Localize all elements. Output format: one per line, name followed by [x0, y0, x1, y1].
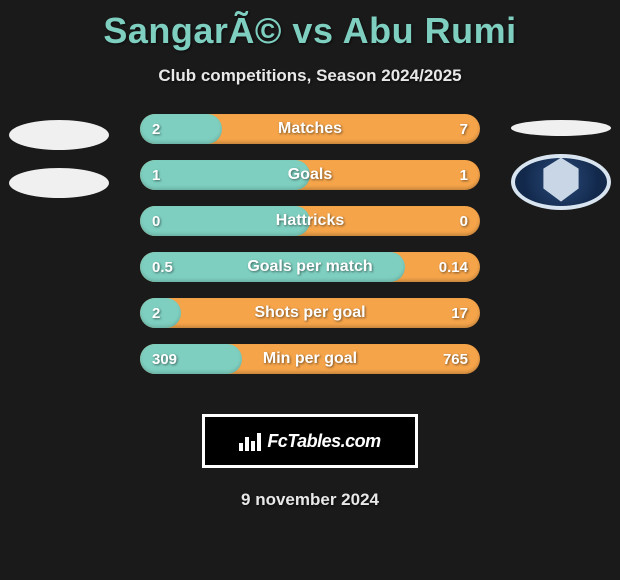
player-right-badges [506, 120, 616, 210]
stat-value-left: 1 [152, 167, 160, 184]
stat-value-left: 309 [152, 351, 177, 368]
stat-row: 2 Matches 7 [140, 114, 480, 144]
comparison-layout: 2 Matches 7 1 Goals 1 0 Hattricks 0 0.5 Goals per … [0, 114, 620, 394]
stat-value-right: 0 [460, 213, 468, 230]
stat-fill [140, 298, 181, 328]
placeholder-badge-icon [511, 120, 611, 136]
stat-value-right: 17 [451, 305, 468, 322]
stat-label: Goals per match [247, 258, 372, 276]
stat-label: Goals [288, 166, 332, 184]
stat-row: 0.5 Goals per match 0.14 [140, 252, 480, 282]
stat-value-left: 0 [152, 213, 160, 230]
stat-label: Hattricks [276, 212, 344, 230]
stat-value-left: 0.5 [152, 259, 173, 276]
stat-row: 2 Shots per goal 17 [140, 298, 480, 328]
placeholder-badge-icon [9, 120, 109, 150]
stats-list: 2 Matches 7 1 Goals 1 0 Hattricks 0 0.5 Goals per … [140, 114, 480, 374]
stat-fill [140, 160, 310, 190]
stat-value-left: 2 [152, 121, 160, 138]
stat-label: Min per goal [263, 350, 357, 368]
player-left-badges [4, 120, 114, 210]
branding-text: FcTables.com [267, 431, 380, 452]
branding-box: FcTables.com [202, 414, 418, 468]
stat-row: 0 Hattricks 0 [140, 206, 480, 236]
stat-value-right: 0.14 [439, 259, 468, 276]
subtitle: Club competitions, Season 2024/2025 [0, 66, 620, 86]
stat-value-right: 765 [443, 351, 468, 368]
stat-value-right: 7 [460, 121, 468, 138]
stat-label: Matches [278, 120, 342, 138]
bar-chart-icon [239, 431, 261, 451]
footer-date: 9 november 2024 [0, 490, 620, 510]
placeholder-badge-icon [9, 168, 109, 198]
stat-row: 1 Goals 1 [140, 160, 480, 190]
club-crest-icon [511, 154, 611, 210]
stat-value-right: 1 [460, 167, 468, 184]
stat-row: 309 Min per goal 765 [140, 344, 480, 374]
stat-label: Shots per goal [254, 304, 365, 322]
stat-value-left: 2 [152, 305, 160, 322]
page-title: SangarÃ© vs Abu Rumi [0, 0, 620, 52]
